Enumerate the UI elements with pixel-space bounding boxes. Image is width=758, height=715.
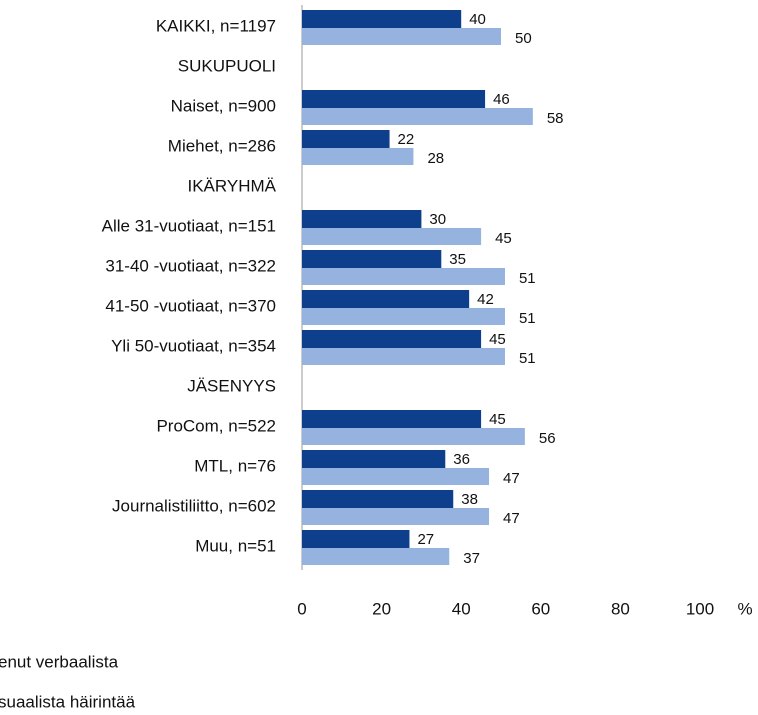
value-label: 42 bbox=[477, 291, 494, 308]
bar bbox=[302, 228, 482, 245]
bar bbox=[302, 210, 422, 228]
value-label: 40 bbox=[469, 11, 486, 28]
value-label: 37 bbox=[463, 550, 480, 567]
x-tick-label: 80 bbox=[611, 599, 630, 618]
value-label: 51 bbox=[519, 270, 536, 287]
y-tick-label: Miehet, n=286 bbox=[168, 136, 276, 155]
x-axis-label: % bbox=[737, 599, 752, 618]
bar bbox=[302, 548, 450, 565]
value-label: 47 bbox=[503, 510, 520, 527]
bar bbox=[302, 28, 501, 45]
bar bbox=[302, 90, 486, 108]
bar bbox=[302, 348, 505, 365]
value-label: 58 bbox=[547, 110, 564, 127]
legend-label: suaalista häirintää bbox=[0, 692, 136, 711]
y-tick-label: KAIKKI, n=1197 bbox=[156, 16, 276, 35]
bar bbox=[302, 250, 442, 268]
bar bbox=[302, 468, 490, 485]
y-tick-label: ProCom, n=522 bbox=[156, 416, 276, 435]
bar bbox=[302, 148, 414, 165]
value-label: 22 bbox=[398, 131, 415, 148]
value-label: 50 bbox=[515, 30, 532, 47]
value-label: 51 bbox=[519, 350, 536, 367]
value-label: 45 bbox=[489, 411, 506, 428]
x-tick-label: 0 bbox=[297, 599, 306, 618]
value-label: 45 bbox=[495, 230, 512, 247]
y-tick-label: SUKUPUOLI bbox=[178, 56, 276, 75]
bar bbox=[302, 490, 454, 508]
bar bbox=[302, 508, 490, 525]
y-tick-label: 41-50 -vuotiaat, n=370 bbox=[105, 296, 276, 315]
value-label: 38 bbox=[461, 491, 478, 508]
legend-label: enut verbaalista bbox=[0, 652, 119, 671]
y-tick-label: Naiset, n=900 bbox=[171, 96, 276, 115]
y-tick-label: JÄSENYYS bbox=[187, 376, 276, 395]
y-tick-label: Alle 31-vuotiaat, n=151 bbox=[102, 216, 276, 235]
bar bbox=[302, 530, 410, 548]
x-tick-label: 60 bbox=[531, 599, 550, 618]
y-tick-label: Muu, n=51 bbox=[195, 536, 276, 555]
y-tick-label: Journalistiliitto, n=602 bbox=[112, 496, 276, 515]
bar bbox=[302, 428, 525, 445]
y-tick-label: 31-40 -vuotiaat, n=322 bbox=[105, 256, 276, 275]
bar bbox=[302, 410, 482, 428]
value-label: 36 bbox=[453, 451, 470, 468]
value-label: 35 bbox=[449, 251, 466, 268]
bar bbox=[302, 108, 533, 125]
y-tick-label: IKÄRYHMÄ bbox=[188, 176, 277, 195]
value-label: 51 bbox=[519, 310, 536, 327]
bar bbox=[302, 10, 462, 28]
x-tick-label: 100 bbox=[686, 599, 714, 618]
y-tick-label: MTL, n=76 bbox=[194, 456, 276, 475]
x-tick-label: 20 bbox=[372, 599, 391, 618]
value-label: 30 bbox=[429, 211, 446, 228]
value-label: 45 bbox=[489, 331, 506, 348]
bar bbox=[302, 308, 505, 325]
x-tick-label: 40 bbox=[452, 599, 471, 618]
bar bbox=[302, 450, 446, 468]
value-label: 47 bbox=[503, 470, 520, 487]
bar bbox=[302, 330, 482, 348]
value-label: 46 bbox=[493, 91, 510, 108]
value-label: 28 bbox=[427, 150, 444, 167]
bar bbox=[302, 268, 505, 285]
value-label: 27 bbox=[417, 531, 434, 548]
value-label: 56 bbox=[539, 430, 556, 447]
bar bbox=[302, 290, 470, 308]
bar bbox=[302, 130, 390, 148]
y-tick-label: Yli 50-vuotiaat, n=354 bbox=[111, 336, 276, 355]
